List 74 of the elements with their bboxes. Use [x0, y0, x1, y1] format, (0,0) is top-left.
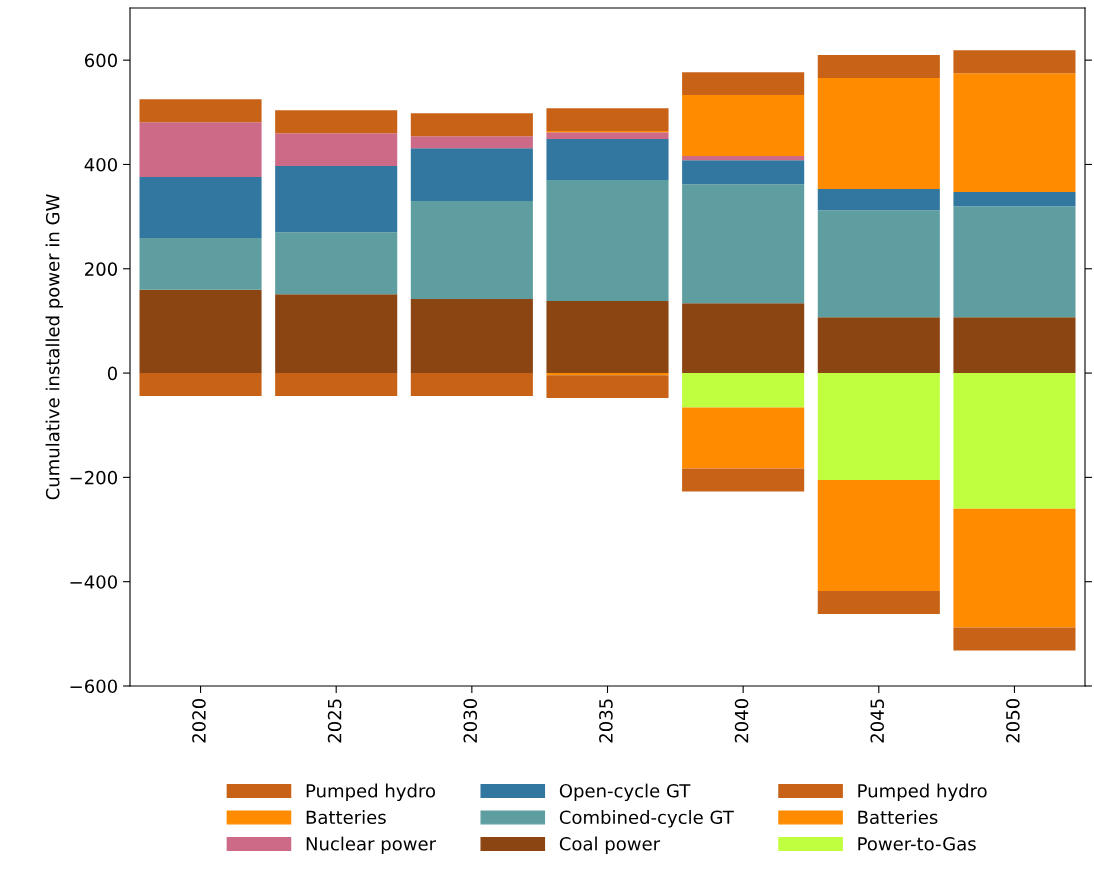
bar — [953, 206, 1076, 318]
legend-label: Batteries — [306, 810, 386, 825]
bar — [139, 99, 262, 123]
y-tick-label: 0 — [107, 366, 117, 381]
bar — [682, 184, 805, 304]
bar — [410, 299, 533, 374]
bar — [275, 373, 398, 397]
bar — [410, 373, 533, 397]
legend-label: Open-cycle GT — [559, 783, 691, 802]
bar — [953, 373, 1076, 509]
x-tick-label: 2020 — [192, 699, 206, 743]
bar — [682, 468, 805, 492]
legend-label: Combined-cycle GT — [559, 810, 734, 828]
legend-label: Nuclear power — [306, 836, 437, 855]
bar — [953, 50, 1076, 74]
bar — [275, 133, 398, 167]
bar — [682, 156, 805, 161]
bar — [546, 301, 669, 374]
bar — [953, 627, 1076, 651]
bar — [410, 200, 533, 300]
bar — [817, 591, 940, 615]
bar — [953, 192, 1076, 207]
legend-label: Batteries — [858, 810, 938, 825]
bar — [817, 54, 940, 78]
bar — [953, 317, 1076, 374]
y-tick-label: 400 — [84, 157, 117, 172]
legend-label: Coal power — [559, 836, 661, 855]
bar — [275, 166, 398, 233]
bar — [817, 479, 940, 592]
bar — [546, 373, 669, 376]
bar — [682, 373, 805, 408]
bar — [817, 188, 940, 211]
bar — [139, 176, 262, 238]
bar — [546, 180, 669, 302]
bar — [139, 289, 262, 374]
legend-label: Pumped hydro — [306, 783, 436, 802]
x-tick-label: 2050 — [1006, 699, 1020, 743]
bar — [546, 108, 669, 132]
bar — [953, 73, 1076, 193]
bar — [139, 122, 262, 177]
bar — [410, 136, 533, 149]
y-tick-label: 600 — [84, 53, 117, 68]
bar — [682, 407, 805, 469]
x-tick-label: 2025 — [327, 699, 342, 743]
bar — [410, 148, 533, 201]
legend-label: Pumped hydro — [858, 783, 987, 802]
bar — [817, 77, 940, 189]
bar — [275, 232, 398, 295]
bar — [546, 375, 669, 399]
bar — [682, 303, 805, 374]
bar — [817, 317, 940, 374]
bar — [953, 508, 1076, 628]
bar — [682, 72, 805, 96]
bar — [546, 132, 669, 139]
bar — [139, 373, 262, 397]
bar — [139, 238, 262, 290]
x-tick-label: 2030 — [463, 699, 478, 743]
bar — [682, 95, 805, 157]
legend-label: Power-to-Gas — [858, 836, 976, 851]
x-tick-label: 2035 — [599, 699, 613, 743]
y-tick-label: −600 — [70, 679, 117, 694]
bar — [546, 138, 669, 181]
x-tick-label: 2045 — [870, 699, 885, 743]
bar — [410, 113, 533, 137]
bar — [817, 210, 940, 318]
y-tick-label: −200 — [70, 470, 117, 485]
bar — [682, 160, 805, 185]
y-axis-title: Cumulative installed power in GW — [45, 194, 64, 500]
bar — [275, 294, 398, 374]
bar — [817, 373, 940, 480]
y-tick-label: 200 — [85, 262, 117, 276]
y-tick-label: −400 — [70, 575, 117, 589]
x-tick-label: 2040 — [734, 699, 749, 743]
bar — [275, 110, 398, 134]
